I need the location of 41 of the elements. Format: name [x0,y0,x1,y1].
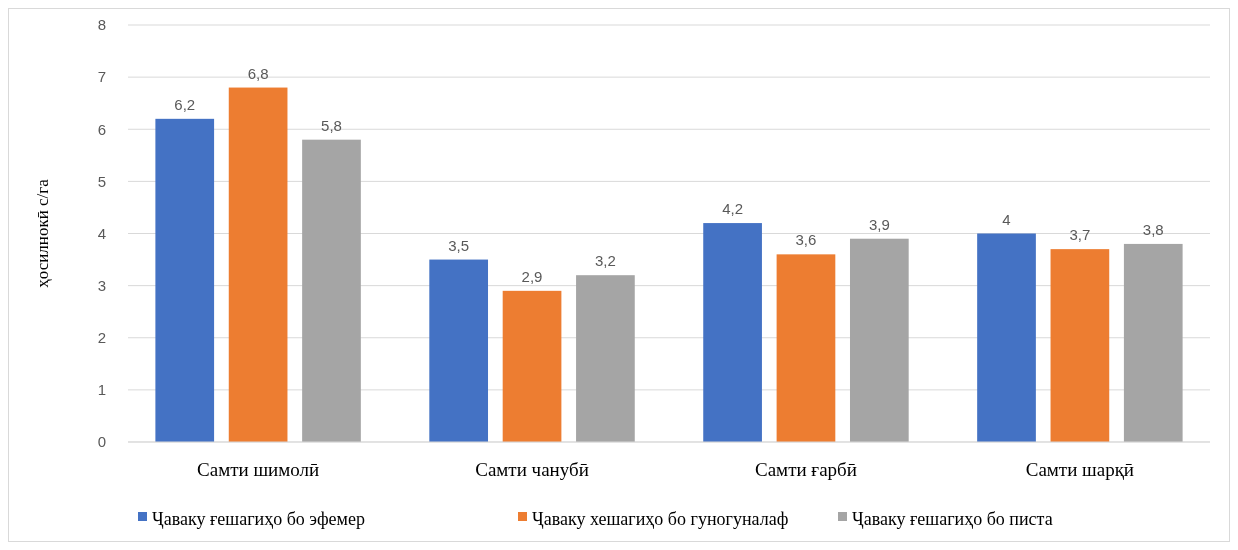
y-tick-label: 4 [97,224,106,242]
data-label: 4 [1002,210,1011,228]
data-label: 3,8 [1142,220,1164,238]
bar [849,238,909,442]
data-label: 3,7 [1069,226,1091,244]
data-label: 3,6 [795,231,817,249]
data-label: 4,2 [722,200,744,218]
data-label: 6,8 [247,64,269,82]
y-tick-label: 7 [97,68,106,86]
bar [703,223,762,442]
y-tick-label: 3 [97,276,106,294]
bar [1123,243,1183,442]
y-tick-label: 5 [97,172,106,190]
y-tick-label: 8 [97,16,106,34]
legend-label: Ҷаваку ғешагиҳо бо писта [852,509,1053,530]
x-tick-label: Самти ғарбӣ [755,459,857,480]
data-label: 6,2 [174,95,196,113]
bar [502,290,562,442]
bar [977,233,1036,442]
y-tick-label: 0 [97,433,106,451]
data-label: 5,8 [321,116,342,134]
legend-label: Ҷаваку ғешагиҳо бо эфемер [152,509,365,530]
y-tick-label: 1 [97,381,106,399]
y-axis-title: ҳосилнокӣ с/га [33,178,52,288]
data-label: 3,2 [594,252,616,270]
bar [228,87,288,442]
x-tick-label: Самти чанубӣ [475,459,589,480]
legend-label: Ҷаваку хешагиҳо бо гуногуналаф [532,509,789,530]
bar [302,139,361,442]
x-tick-label: Самти шимолӣ [197,459,320,480]
bar [776,254,836,442]
bar [1050,249,1110,442]
data-label: 3,9 [868,215,890,233]
y-tick-label: 6 [97,120,106,138]
y-tick-label: 2 [97,329,106,346]
bar [155,118,215,442]
bar [576,275,635,442]
data-label: 3,5 [448,236,470,254]
bar [429,259,489,442]
data-label: 2,9 [521,267,543,285]
x-tick-label: Самти шарқӣ [1025,459,1135,480]
